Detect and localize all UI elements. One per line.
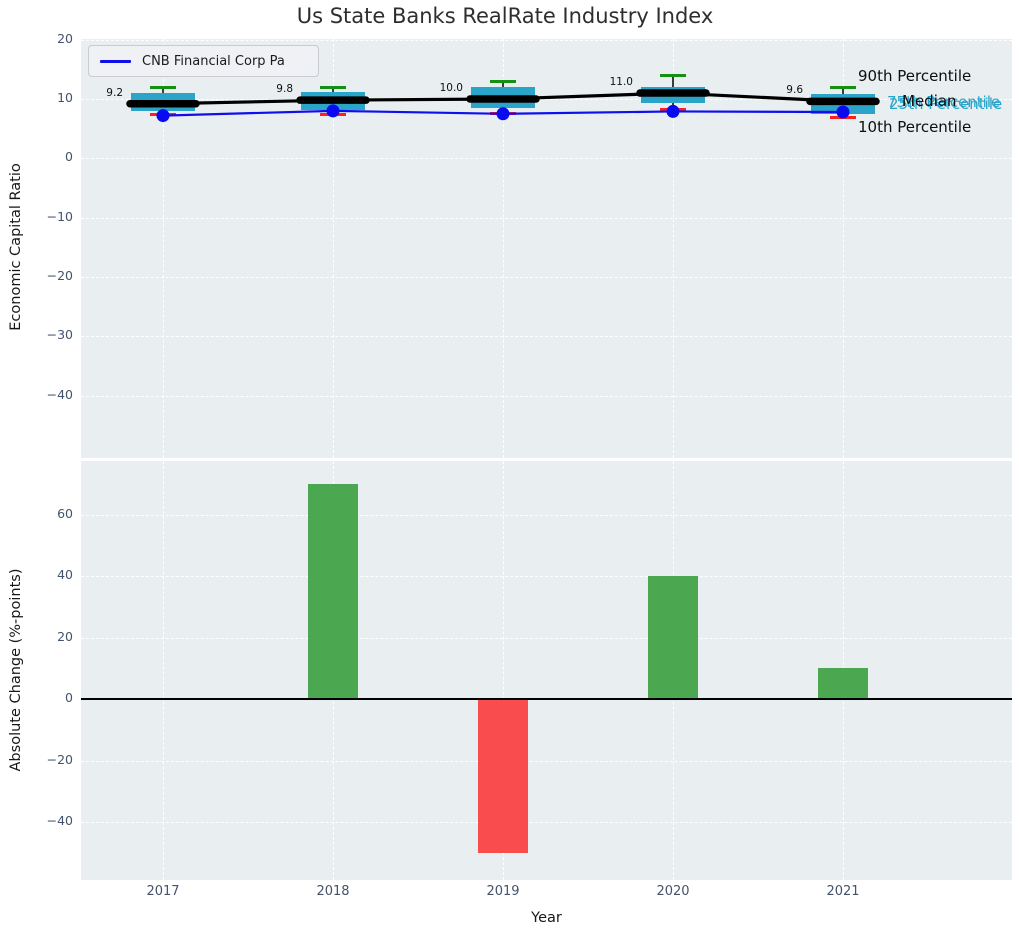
x-tick-label: 2018 — [316, 884, 350, 899]
x-axis-label: Year — [531, 910, 562, 926]
gridline-horizontal — [81, 158, 1012, 160]
bottom-axes — [81, 461, 1012, 880]
top-y-tick-label: −40 — [46, 386, 73, 402]
gridline-horizontal — [81, 576, 1012, 577]
x-tick-label: 2020 — [656, 884, 690, 899]
bottom-y-tick-label: −20 — [46, 751, 73, 767]
legend: CNB Financial Corp Pa — [88, 45, 319, 77]
bottom-y-tick-label: 20 — [57, 628, 73, 644]
bottom-y-axis-label: Absolute Change (%-points) — [8, 568, 24, 772]
x-tick-label: 2019 — [486, 884, 520, 899]
company-data-point — [666, 104, 680, 118]
gridline-horizontal — [81, 760, 1012, 762]
legend-line-sample — [100, 59, 131, 63]
median-value-label: 9.2 — [106, 86, 123, 99]
gridline-horizontal — [81, 276, 1012, 278]
bar-positive — [648, 576, 698, 699]
annotation-75th-percentile: 75th Percentile — [887, 93, 1001, 111]
whisker-cap-90th — [320, 86, 346, 90]
bar-negative — [478, 699, 528, 853]
whisker-cap-90th — [150, 85, 176, 89]
company-data-point — [836, 105, 850, 119]
bottom-y-tick-label: 40 — [57, 567, 73, 582]
company-data-point — [496, 107, 510, 121]
gridline-horizontal — [81, 395, 1012, 397]
gridline-vertical — [163, 461, 164, 880]
gridline-vertical — [673, 39, 674, 458]
bottom-y-tick-label: 0 — [65, 690, 73, 705]
whisker-cap-90th — [660, 73, 686, 77]
company-data-point — [326, 104, 340, 118]
top-axes: 9.2 9.8 10.0 11.0 9.6 — [81, 39, 1012, 458]
whisker-cap-90th — [490, 79, 516, 83]
top-y-tick-label: 10 — [57, 89, 73, 105]
median-value-label: 9.8 — [276, 83, 293, 96]
bar-positive — [818, 668, 868, 699]
annotation-90th-percentile: 90th Percentile — [858, 67, 972, 85]
top-y-tick-label: −30 — [46, 327, 73, 343]
x-tick-label: 2021 — [826, 884, 860, 899]
gridline-horizontal — [81, 514, 1012, 516]
gridline-horizontal — [81, 98, 1012, 100]
top-chart-lines — [126, 89, 880, 123]
legend-label: CNB Financial Corp Pa — [142, 53, 285, 69]
top-y-tick-label: 0 — [65, 149, 73, 165]
gridline-vertical — [503, 39, 504, 458]
median-value-label: 9.6 — [786, 84, 803, 97]
bar-positive — [308, 483, 358, 699]
chart-title: Us State Banks RealRate Industry Index — [296, 4, 714, 28]
gridline-vertical — [333, 39, 334, 458]
annotation-25th-percentile: 25th Percentile — [889, 95, 1003, 113]
whisker-cap-90th — [830, 85, 856, 89]
top-y-tick-label: −20 — [46, 267, 73, 283]
x-tick-label: 2017 — [146, 884, 180, 899]
top-y-axis-label: Economic Capital Ratio — [8, 163, 24, 331]
gridline-horizontal — [81, 822, 1012, 823]
zero-line — [81, 698, 1012, 700]
gridline-vertical — [843, 39, 844, 458]
bottom-y-tick-label: 60 — [57, 505, 73, 521]
bottom-y-tick-label: −40 — [46, 813, 73, 828]
top-y-tick-label: 20 — [57, 30, 73, 46]
gridline-vertical — [163, 39, 164, 458]
gridline-horizontal — [81, 39, 1012, 41]
median-value-label: 10.0 — [439, 81, 463, 94]
annotation-10th-percentile: 10th Percentile — [858, 118, 972, 136]
top-y-tick-label: −10 — [46, 208, 73, 224]
median-value-label: 11.0 — [609, 76, 633, 89]
gridline-vertical — [503, 461, 504, 880]
gridline-horizontal — [81, 637, 1012, 639]
annotation-median: Median — [902, 92, 957, 110]
gridline-horizontal — [81, 217, 1012, 219]
company-data-point — [156, 109, 170, 123]
gridline-horizontal — [81, 336, 1012, 338]
